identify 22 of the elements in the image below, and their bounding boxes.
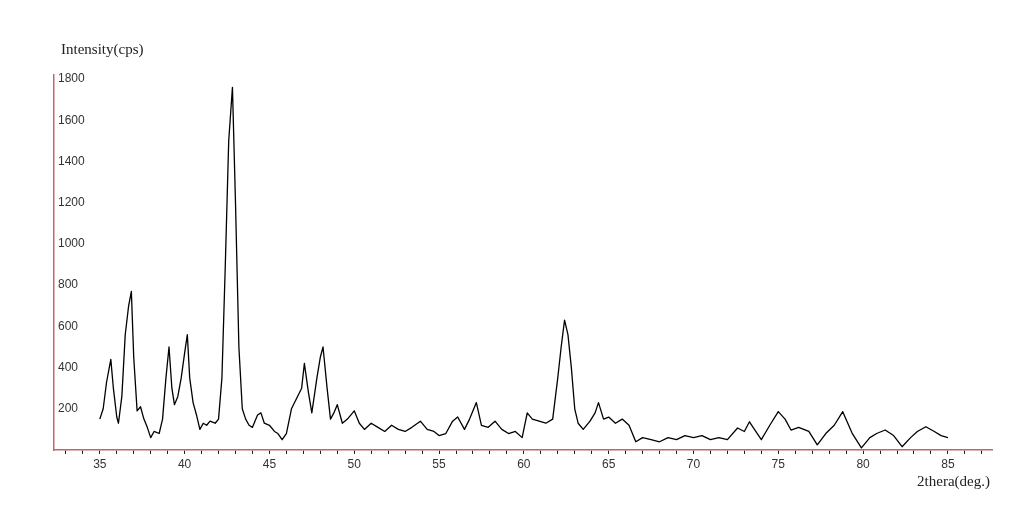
y-tick-label: 800: [58, 277, 79, 292]
y-tick-label: 1200: [58, 195, 86, 210]
y-tick-label: 1800: [58, 71, 86, 86]
y-tick-label: 1400: [58, 153, 86, 168]
x-tick-label: 45: [262, 456, 277, 471]
x-axis-title: 2thera(deg.): [917, 473, 990, 490]
y-tick-label: 200: [58, 401, 79, 416]
x-tick-label: 40: [177, 456, 192, 471]
y-axis-title: Intensity(cps): [61, 41, 144, 58]
x-tick-label: 80: [856, 456, 871, 471]
y-tick-label: 400: [58, 359, 79, 374]
x-tick-label: 35: [93, 456, 107, 471]
x-tick-label: 60: [517, 456, 531, 471]
x-tick-label: 65: [601, 456, 616, 471]
y-tick-label: 1600: [58, 112, 86, 127]
x-tick-label: 75: [771, 456, 786, 471]
x-tick-label: 70: [686, 456, 701, 471]
x-tick-label: 50: [347, 456, 362, 471]
y-tick-label: 600: [58, 318, 79, 333]
y-tick-label: 1000: [58, 236, 86, 251]
x-tick-label: 55: [432, 456, 447, 471]
x-tick-label: 85: [941, 456, 955, 471]
